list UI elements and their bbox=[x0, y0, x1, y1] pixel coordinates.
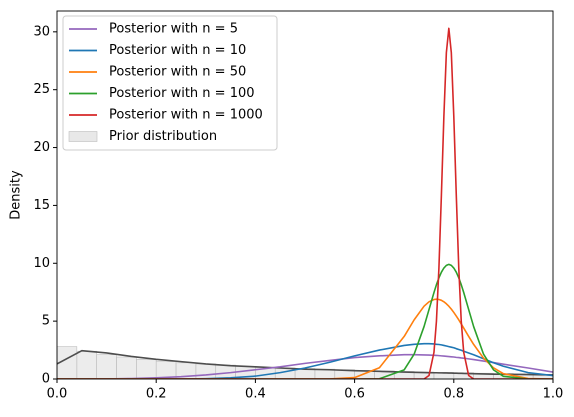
histogram-bar bbox=[96, 354, 117, 379]
histogram-bar bbox=[314, 368, 336, 379]
histogram-bar bbox=[76, 350, 97, 379]
legend-swatch bbox=[68, 131, 98, 142]
x-tick-label: 0.2 bbox=[146, 387, 167, 402]
axes-frame bbox=[56, 10, 554, 380]
histogram-bar bbox=[294, 368, 316, 379]
y-tick-label: 5 bbox=[42, 314, 50, 329]
plot-area bbox=[57, 27, 553, 379]
legend-label: Posterior with n = 100 bbox=[109, 86, 255, 101]
legend-label: Posterior with n = 1000 bbox=[109, 108, 263, 123]
x-tick-label: 0.4 bbox=[245, 387, 266, 402]
y-axis-label: Density bbox=[9, 170, 24, 220]
y-tick-label: 0 bbox=[42, 372, 50, 387]
x-tick-label: 0.0 bbox=[47, 387, 68, 402]
legend-frame bbox=[62, 15, 278, 151]
histogram-bar bbox=[136, 359, 157, 379]
y-tick-label: 10 bbox=[33, 256, 50, 271]
x-tick-label: 1.0 bbox=[543, 387, 564, 402]
legend-label: Posterior with n = 10 bbox=[109, 43, 246, 58]
histogram-bar bbox=[195, 363, 217, 379]
y-tick-label: 15 bbox=[33, 198, 50, 213]
y-tick-label: 20 bbox=[33, 140, 50, 155]
y-tick-label: 30 bbox=[33, 24, 50, 39]
line bbox=[57, 353, 553, 379]
legend-label: Prior distribution bbox=[109, 129, 217, 144]
line bbox=[57, 263, 553, 379]
legend-label: Posterior with n = 5 bbox=[109, 22, 238, 37]
y-tick-label: 25 bbox=[33, 82, 50, 97]
x-tick-label: 0.6 bbox=[344, 387, 365, 402]
x-tick-label: 0.8 bbox=[443, 387, 464, 402]
legend-label: Posterior with n = 50 bbox=[109, 65, 246, 80]
line bbox=[57, 298, 553, 379]
histogram-bar bbox=[116, 356, 137, 379]
line bbox=[57, 27, 553, 379]
